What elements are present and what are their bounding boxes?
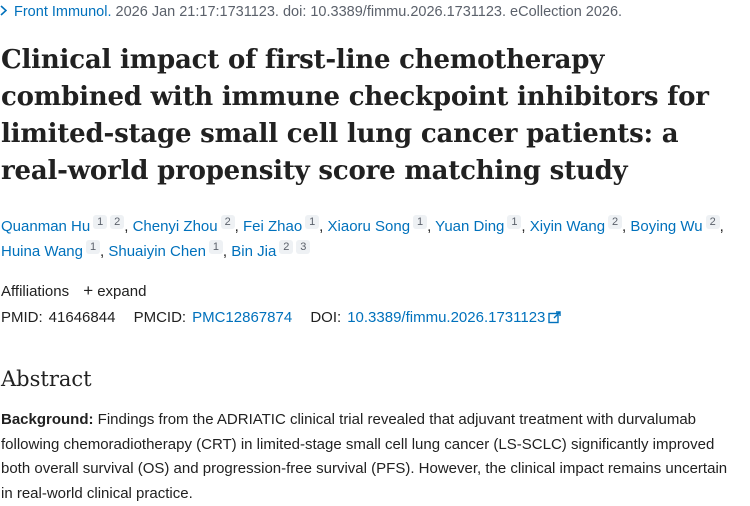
journal-link[interactable]: Front Immunol. <box>14 4 112 20</box>
pmid-value: 41646844 <box>48 309 116 326</box>
author-separator: , <box>622 218 631 235</box>
author-link[interactable]: Shuaiyin Chen <box>108 243 206 260</box>
pmcid-label: PMCID: <box>133 309 187 326</box>
author-link[interactable]: Bin Jia <box>231 243 277 260</box>
author-item: Huina Wang 1, <box>1 240 109 260</box>
external-link-icon[interactable] <box>548 311 562 328</box>
chevron-right-icon <box>0 4 8 20</box>
author-separator: , <box>719 218 724 235</box>
plus-icon: + <box>83 281 94 300</box>
author-item: Bin Jia 2 3 <box>231 240 311 260</box>
pmid-label: PMID: <box>1 309 43 326</box>
background-text: Findings from the ADRIATIC clinical tria… <box>1 411 728 502</box>
author-item: Fei Zhao 1, <box>242 215 328 235</box>
author-separator: , <box>521 218 530 235</box>
affiliations-label: Affiliations <box>1 283 70 300</box>
affiliations-row: Affiliations + expand <box>1 281 146 301</box>
affiliation-number-link[interactable]: 1 <box>208 240 223 254</box>
author-separator: , <box>222 243 232 260</box>
author-link[interactable]: Fei Zhao <box>242 218 303 235</box>
abstract-background: Background: Findings from the ADRIATIC c… <box>1 408 741 506</box>
author-separator: , <box>319 218 328 235</box>
author-link[interactable]: Xiyin Wang <box>529 218 606 235</box>
affiliation-number-link[interactable]: 3 <box>296 240 311 254</box>
background-label: Background: <box>1 411 94 428</box>
abstract-heading: Abstract <box>1 367 92 391</box>
author-separator: , <box>427 218 436 235</box>
author-separator: , <box>100 243 109 260</box>
affiliation-number-link[interactable]: 2 <box>705 215 720 229</box>
pmcid-link[interactable]: PMC12867874 <box>192 309 293 326</box>
author-link[interactable]: Yuan Ding <box>435 218 505 235</box>
author-separator: , <box>124 218 133 235</box>
author-list: Quanman Hu 1 2, Chenyi Zhou 2, Fei Zhao 1, X… <box>1 214 746 264</box>
author-item: Shuaiyin Chen 1, <box>108 240 232 260</box>
article-title: Clinical impact of first-line chemothera… <box>1 45 709 186</box>
citation-line: Front Immunol. 2026 Jan 21:17:1731123. d… <box>0 4 622 20</box>
author-item: Boying Wu 2, <box>630 215 724 235</box>
author-link[interactable]: Boying Wu <box>630 218 703 235</box>
affiliation-number-link[interactable]: 1 <box>507 215 522 229</box>
doi-link[interactable]: 10.3389/fimmu.2026.1731123 <box>347 309 546 326</box>
expand-label: expand <box>97 283 147 300</box>
author-item: Chenyi Zhou 2, <box>132 215 243 235</box>
author-item: Xiyin Wang 2, <box>529 215 631 235</box>
author-item: Xiaoru Song 1, <box>327 215 436 235</box>
affiliation-number-link[interactable]: 2 <box>110 215 125 229</box>
affiliation-number-link[interactable]: 2 <box>220 215 235 229</box>
author-link[interactable]: Xiaoru Song <box>327 218 411 235</box>
identifiers-row: PMID: 41646844 PMCID: PMC12867874 DOI: 10.3… <box>1 309 562 328</box>
author-item: Quanman Hu 1 2, <box>1 215 133 235</box>
author-separator: , <box>234 218 243 235</box>
affiliation-number-link[interactable]: 2 <box>608 215 623 229</box>
author-link[interactable]: Huina Wang <box>1 243 83 260</box>
affiliation-number-link[interactable]: 1 <box>413 215 428 229</box>
author-item: Yuan Ding 1, <box>435 215 530 235</box>
citation-details: 2026 Jan 21:17:1731123. doi: 10.3389/fim… <box>111 4 623 20</box>
affiliation-number-link[interactable]: 1 <box>305 215 320 229</box>
author-link[interactable]: Chenyi Zhou <box>132 218 218 235</box>
affiliation-number-link[interactable]: 1 <box>93 215 108 229</box>
affiliation-number-link[interactable]: 1 <box>86 240 100 254</box>
affiliation-number-link[interactable]: 2 <box>279 240 294 254</box>
author-link[interactable]: Quanman Hu <box>1 218 91 235</box>
affiliations-expand-button[interactable]: + expand <box>83 281 147 300</box>
doi-label: DOI: <box>310 309 342 326</box>
